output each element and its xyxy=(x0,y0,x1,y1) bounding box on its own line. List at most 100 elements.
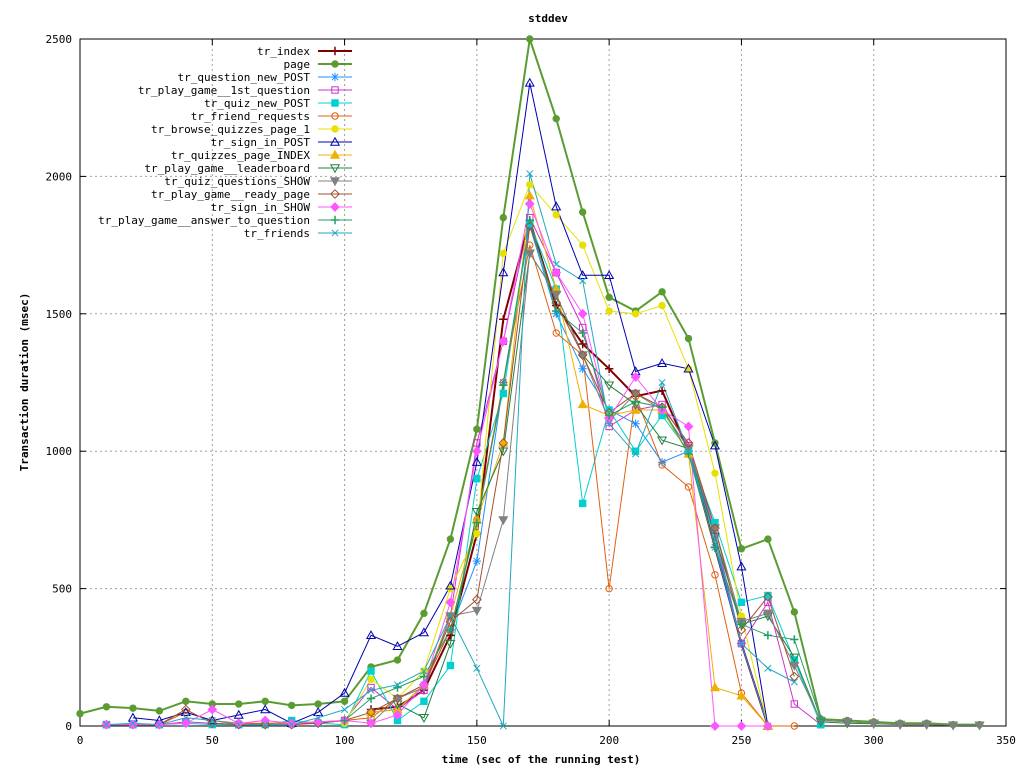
data-point-tr_sign_in_SHOW xyxy=(551,267,562,278)
data-point-tr_play_game__ready_page xyxy=(180,704,191,715)
data-point-tr_quizzes_page_INDEX xyxy=(577,399,588,409)
data-point-tr_index xyxy=(604,364,614,373)
series-markers xyxy=(76,35,985,731)
data-point-tr_friends xyxy=(288,721,296,729)
data-point-tr_sign_in_POST xyxy=(233,709,244,719)
data-point-tr_index xyxy=(657,386,667,395)
data-point-tr_play_game__answer_to_question xyxy=(525,216,534,225)
data-point-tr_sign_in_POST xyxy=(683,363,694,373)
plot-frame xyxy=(79,38,1007,727)
data-point-tr_sign_in_SHOW xyxy=(180,718,191,729)
data-point-tr_sign_in_POST xyxy=(418,627,430,637)
data-point-tr_friends xyxy=(790,678,798,686)
data-point-tr_friends xyxy=(367,686,375,694)
data-point-tr_play_game__answer_to_question xyxy=(419,672,429,681)
data-point-tr_sign_in_SHOW xyxy=(762,721,773,731)
data-point-tr_play_game__answer_to_question xyxy=(763,631,773,640)
data-point-tr_friend_requests xyxy=(552,329,560,337)
data-point-tr_play_game__answer_to_question xyxy=(710,543,720,552)
data-point-tr_play_game__answer_to_question xyxy=(340,716,349,725)
legend-marker xyxy=(331,125,339,133)
data-point-tr_sign_in_POST xyxy=(736,561,747,571)
data-point-page xyxy=(737,545,746,553)
data-point-tr_sign_in_SHOW xyxy=(498,336,509,347)
x-tick-label: 50 xyxy=(206,734,219,747)
data-point-page xyxy=(446,535,455,543)
data-point-tr_play_game__answer_to_question xyxy=(657,403,667,412)
y-tick-label: 1000 xyxy=(46,445,73,458)
data-point-tr_quiz_new_POST xyxy=(473,474,481,483)
data-point-tr_play_game__answer_to_question xyxy=(737,620,746,629)
data-point-tr_sign_in_POST xyxy=(365,630,377,640)
data-point-tr_play_game__ready_page xyxy=(366,707,376,718)
data-point-tr_friends xyxy=(579,277,587,285)
data-point-tr_sign_in_POST xyxy=(313,707,324,716)
data-point-tr_quiz_questions_SHOW xyxy=(842,718,853,728)
legend-label: tr_play_game__answer_to_question xyxy=(98,214,310,227)
data-point-tr_browse_quizzes_page_1 xyxy=(631,310,640,318)
data-point-tr_index xyxy=(499,315,508,324)
data-point-tr_sign_in_SHOW xyxy=(366,718,376,729)
data-point-tr_friends xyxy=(658,378,666,387)
x-tick-label: 250 xyxy=(731,734,751,747)
data-point-tr_play_game__leaderboard xyxy=(471,507,482,517)
data-point-page xyxy=(340,697,349,705)
data-point-tr_sign_in_POST xyxy=(498,267,509,277)
data-point-tr_sign_in_POST xyxy=(207,715,218,725)
data-point-tr_play_game__leaderboard xyxy=(789,653,800,663)
data-point-page xyxy=(658,288,666,296)
legend-label: tr_friends xyxy=(244,227,310,240)
legend-label: tr_quiz_new_POST xyxy=(204,97,310,110)
data-point-tr_browse_quizzes_page_1 xyxy=(605,307,613,315)
data-point-tr_friends xyxy=(261,721,269,729)
legend-label: tr_sign_in_POST xyxy=(211,136,311,149)
grid xyxy=(80,39,1006,726)
data-point-tr_friends xyxy=(605,420,613,428)
data-point-tr_sign_in_POST xyxy=(339,687,350,697)
data-point-tr_play_game__ready_page xyxy=(207,718,218,729)
data-point-tr_sign_in_SHOW xyxy=(630,372,641,382)
legend-marker xyxy=(329,149,341,159)
data-point-tr_play_game__ready_page xyxy=(789,671,800,682)
data-point-tr_friends xyxy=(314,714,322,722)
data-point-tr_quiz_new_POST xyxy=(420,697,428,705)
data-point-tr_friends xyxy=(737,640,745,648)
data-point-tr_sign_in_SHOW xyxy=(524,198,535,209)
data-point-page xyxy=(235,700,243,708)
legend-label: tr_question_new_POST xyxy=(178,71,311,84)
y-tick-label: 1500 xyxy=(46,308,73,321)
data-point-tr_play_game__1st_question xyxy=(790,700,799,708)
data-point-page xyxy=(578,208,587,216)
data-point-tr_quiz_questions_SHOW xyxy=(921,720,932,730)
data-point-tr_browse_quizzes_page_1 xyxy=(578,241,587,249)
data-point-tr_friends xyxy=(182,714,190,722)
x-tick-label: 100 xyxy=(335,734,355,747)
data-point-tr_play_game__ready_page xyxy=(736,624,747,635)
data-point-tr_sign_in_SHOW xyxy=(207,704,218,715)
data-point-tr_sign_in_POST xyxy=(577,270,588,280)
legend: tr_indexpagetr_question_new_POSTtr_play_… xyxy=(98,45,352,240)
data-point-tr_play_game__answer_to_question xyxy=(366,694,376,703)
tick-labels: 0 50 100 150 200 250 300 350 0 500 1000 1500 2000 250… xyxy=(46,33,1016,747)
data-point-tr_quiz_questions_SHOW xyxy=(709,524,721,534)
data-point-tr_sign_in_POST xyxy=(551,201,562,211)
data-point-page xyxy=(129,704,137,712)
data-point-tr_quiz_new_POST xyxy=(499,389,508,398)
data-point-page xyxy=(499,213,508,222)
data-point-tr_friend_requests xyxy=(790,722,799,730)
y-tick-label: 500 xyxy=(52,583,72,596)
data-point-page xyxy=(261,697,269,705)
data-point-tr_play_game__answer_to_question xyxy=(790,635,799,644)
data-point-page xyxy=(182,697,190,705)
data-point-tr_sign_in_POST xyxy=(709,440,721,450)
data-point-page xyxy=(420,609,428,618)
data-point-tr_sign_in_POST xyxy=(604,270,615,280)
legend-marker xyxy=(331,86,339,94)
data-point-tr_quiz_questions_SHOW xyxy=(789,661,800,671)
data-point-tr_sign_in_POST xyxy=(656,358,668,367)
data-point-tr_friends xyxy=(526,170,534,178)
legend-label: tr_play_game__ready_page xyxy=(151,188,310,201)
legend-label: tr_browse_quizzes_page_1 xyxy=(151,123,310,136)
data-point-page xyxy=(393,656,402,664)
data-point-page xyxy=(155,707,164,715)
